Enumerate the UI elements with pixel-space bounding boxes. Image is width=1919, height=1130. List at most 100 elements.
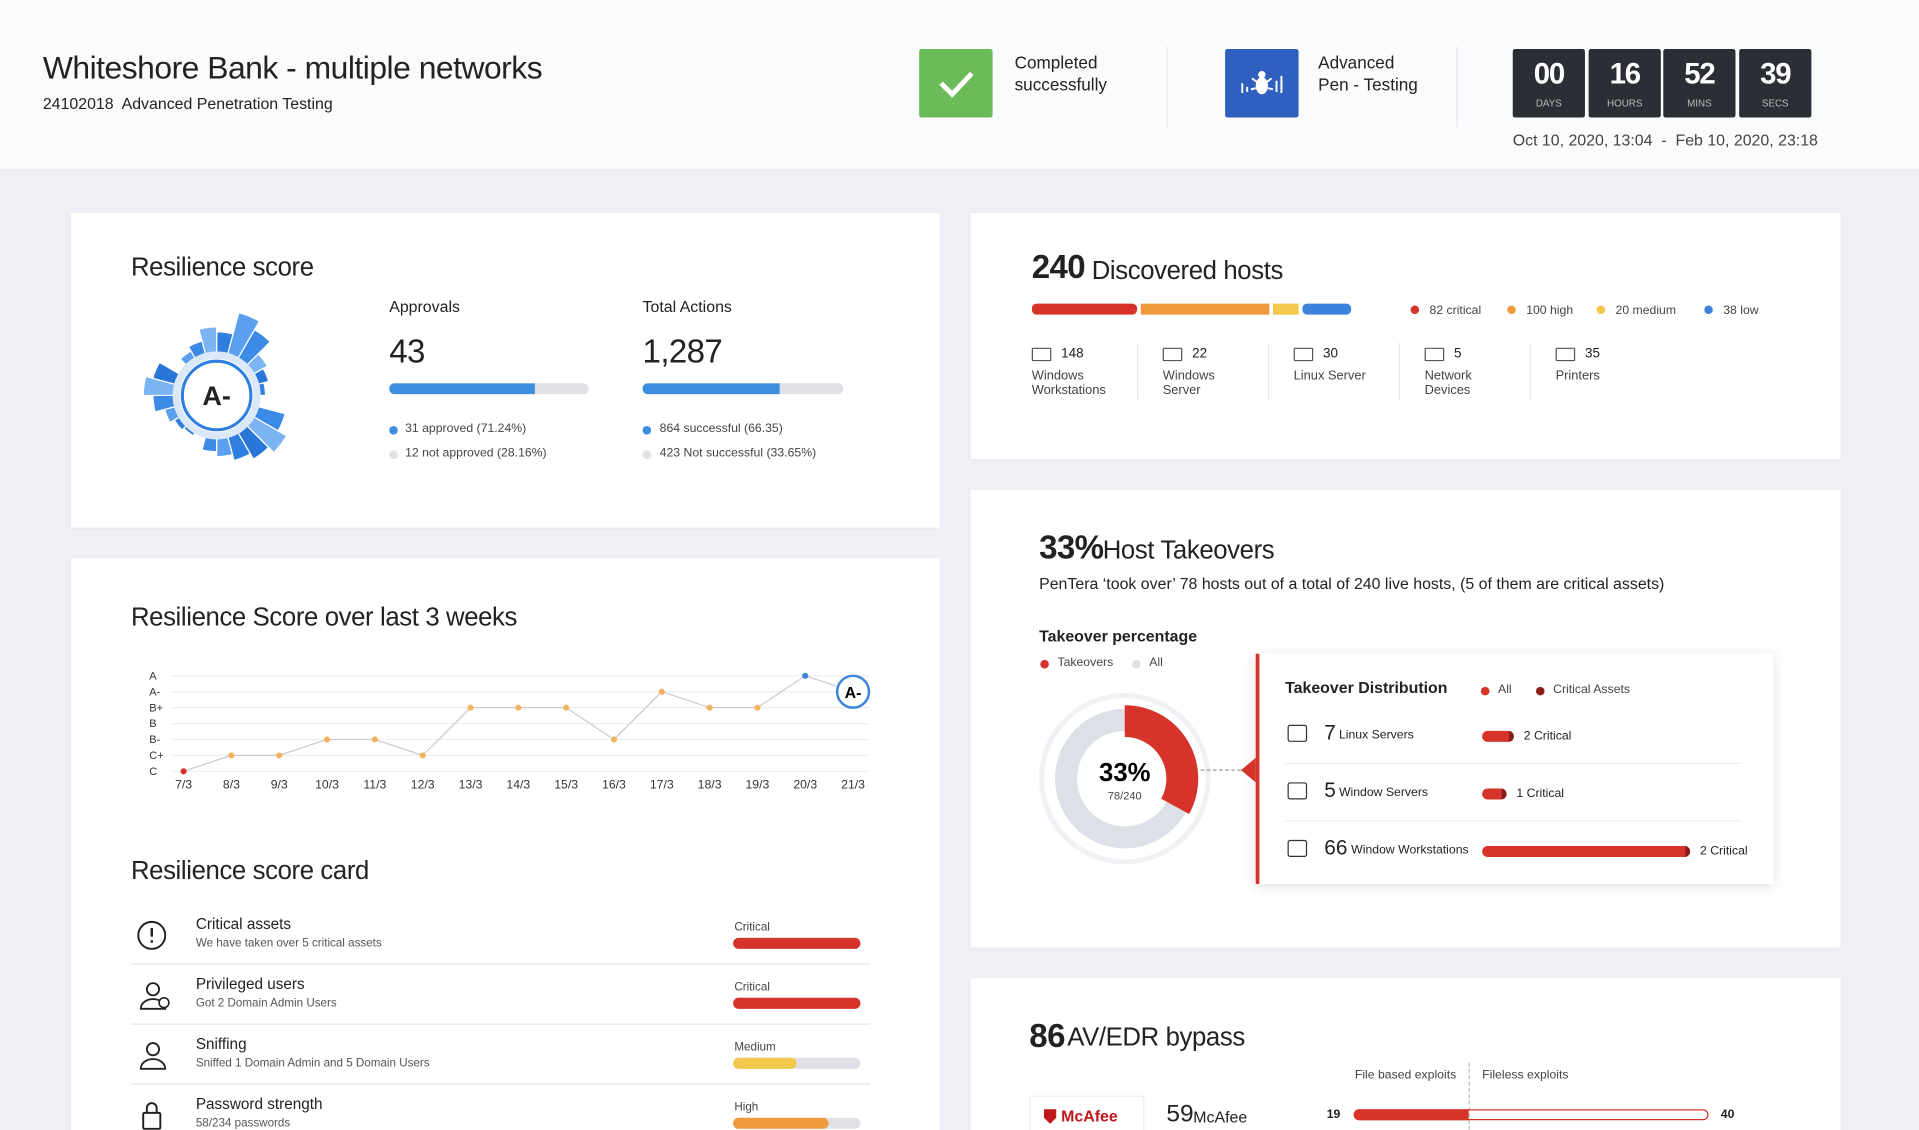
- critical-bar: [1482, 730, 1514, 742]
- pointer: [1241, 757, 1256, 783]
- level-fill: [733, 937, 861, 949]
- level-track: [733, 1057, 861, 1069]
- score-point: [610, 736, 618, 743]
- host-icon: [1293, 347, 1314, 362]
- host-count: 35: [1584, 346, 1600, 362]
- score-point: [276, 752, 283, 759]
- legend-text: 38 low: [1723, 303, 1759, 317]
- host-icon: [1555, 347, 1576, 362]
- right-count: 40: [1720, 1107, 1735, 1122]
- y-tick-label: C+: [149, 750, 163, 762]
- legend-text: 82 critical: [1430, 303, 1482, 317]
- score-point: [228, 752, 235, 759]
- row-separator: [1285, 820, 1742, 822]
- hosts-stacked-bar: 82 critical 100 high 20 medium 38 low: [1031, 303, 1759, 317]
- x-tick-label: 8/3: [223, 777, 240, 791]
- host-segment: [1140, 303, 1270, 315]
- vendor-shield: [1043, 1109, 1057, 1124]
- row-detail: 58/234 passwords: [195, 1116, 291, 1130]
- countdown-box: 39 SECS: [1739, 48, 1812, 118]
- legend-dot: [1507, 305, 1516, 315]
- column-label: File based exploits: [1354, 1068, 1457, 1083]
- row-detail: Sniffed 1 Domain Admin and 5 Domain User…: [195, 1056, 430, 1071]
- legend-dot: [1535, 686, 1545, 696]
- level-fill: [733, 997, 861, 1009]
- legend-dot: [1132, 659, 1141, 669]
- critical-bar: [1482, 788, 1507, 800]
- status-line: successfully: [1014, 74, 1107, 95]
- x-tick-label: 20/3: [793, 777, 817, 791]
- x-tick-label: 14/3: [506, 777, 530, 791]
- row-name: Password strength: [195, 1095, 323, 1113]
- countdown-value: 39: [1760, 57, 1791, 91]
- host-count: 148: [1061, 346, 1084, 362]
- donut-sub: 78/240: [1108, 790, 1142, 802]
- distribution-card: [1255, 653, 1774, 884]
- x-tick-label: 17/3: [650, 777, 674, 791]
- countdown-unit: DAYS: [1535, 97, 1562, 109]
- divider: [1529, 342, 1532, 400]
- divider: [1456, 46, 1458, 128]
- divider: [1267, 342, 1270, 400]
- host-icon: [1031, 347, 1052, 362]
- countdown-unit: MINS: [1687, 97, 1712, 109]
- vendor-logo: [1029, 1095, 1145, 1130]
- score-point: [323, 736, 331, 743]
- date-range: Oct 10, 2020, 13:04 - Feb 10, 2020, 23:1…: [1512, 131, 1818, 150]
- score-point: [180, 768, 187, 775]
- legend-text: Takeovers: [1057, 656, 1114, 670]
- legend-dot: [389, 450, 398, 460]
- countdown-unit: SECS: [1761, 97, 1789, 109]
- legend-text: 12 not approved (28.16%): [405, 446, 547, 461]
- legend-text: Critical Assets: [1553, 683, 1630, 697]
- row-icon: [139, 982, 170, 1010]
- x-tick-label: 7/3: [175, 777, 192, 791]
- left-count: 19: [1326, 1107, 1341, 1122]
- host-name: Printers: [1555, 368, 1600, 384]
- legend-dot: [1704, 305, 1713, 315]
- score-point: [658, 688, 665, 695]
- divider: [1166, 46, 1168, 128]
- row-count: 5: [1324, 778, 1336, 802]
- current-grade: A-: [845, 685, 862, 702]
- mode-line: Advanced: [1318, 52, 1395, 73]
- critical-label: 2 Critical: [1699, 844, 1748, 859]
- legend-dot: [1596, 305, 1606, 315]
- row-icon: [139, 1042, 167, 1070]
- current-badge: [835, 674, 871, 709]
- countdown-box: 00 DAYS: [1512, 48, 1585, 118]
- x-tick-label: 10/3: [315, 777, 339, 791]
- row-icon: [1287, 839, 1308, 858]
- y-tick-label: B-: [149, 734, 160, 746]
- grade-circle: [180, 359, 253, 432]
- progress-fill: [389, 383, 535, 395]
- row-name: Linux Servers: [1338, 728, 1414, 742]
- panel-title: Resilience score: [130, 253, 314, 282]
- countdown-unit: HOURS: [1607, 97, 1643, 109]
- x-tick-label: 15/3: [554, 777, 578, 791]
- host-count: 22: [1192, 346, 1208, 362]
- status-line: Completed: [1014, 52, 1098, 73]
- row-detail: Got 2 Domain Admin Users: [195, 996, 337, 1011]
- critical-label: 2 Critical: [1523, 729, 1572, 744]
- host-segment: [1272, 303, 1299, 315]
- row-separator: [130, 1083, 871, 1085]
- row-icon: [1287, 724, 1308, 742]
- column-label: Fileless exploits: [1482, 1068, 1569, 1083]
- legend-text: 31 approved (71.24%): [405, 422, 527, 436]
- level-fill: [733, 1057, 797, 1069]
- takeover-description: PenTera ‘took over’ 78 hosts out of a to…: [1039, 574, 1665, 593]
- row-level: Critical: [734, 920, 770, 935]
- panel-title: Discovered hosts: [1091, 257, 1284, 286]
- panel-title: AV/EDR bypass: [1067, 1023, 1245, 1052]
- panel-title: Resilience Score over last 3 weeks: [130, 603, 518, 632]
- row-count: 66: [1324, 836, 1348, 860]
- progress-track: [389, 383, 589, 395]
- score-point: [754, 704, 761, 711]
- y-tick-label: A-: [149, 686, 160, 698]
- stat-label: Approvals: [389, 297, 460, 316]
- level-fill: [733, 1117, 829, 1129]
- countdown-value: 16: [1609, 57, 1641, 91]
- hosts-panel: [970, 213, 1841, 460]
